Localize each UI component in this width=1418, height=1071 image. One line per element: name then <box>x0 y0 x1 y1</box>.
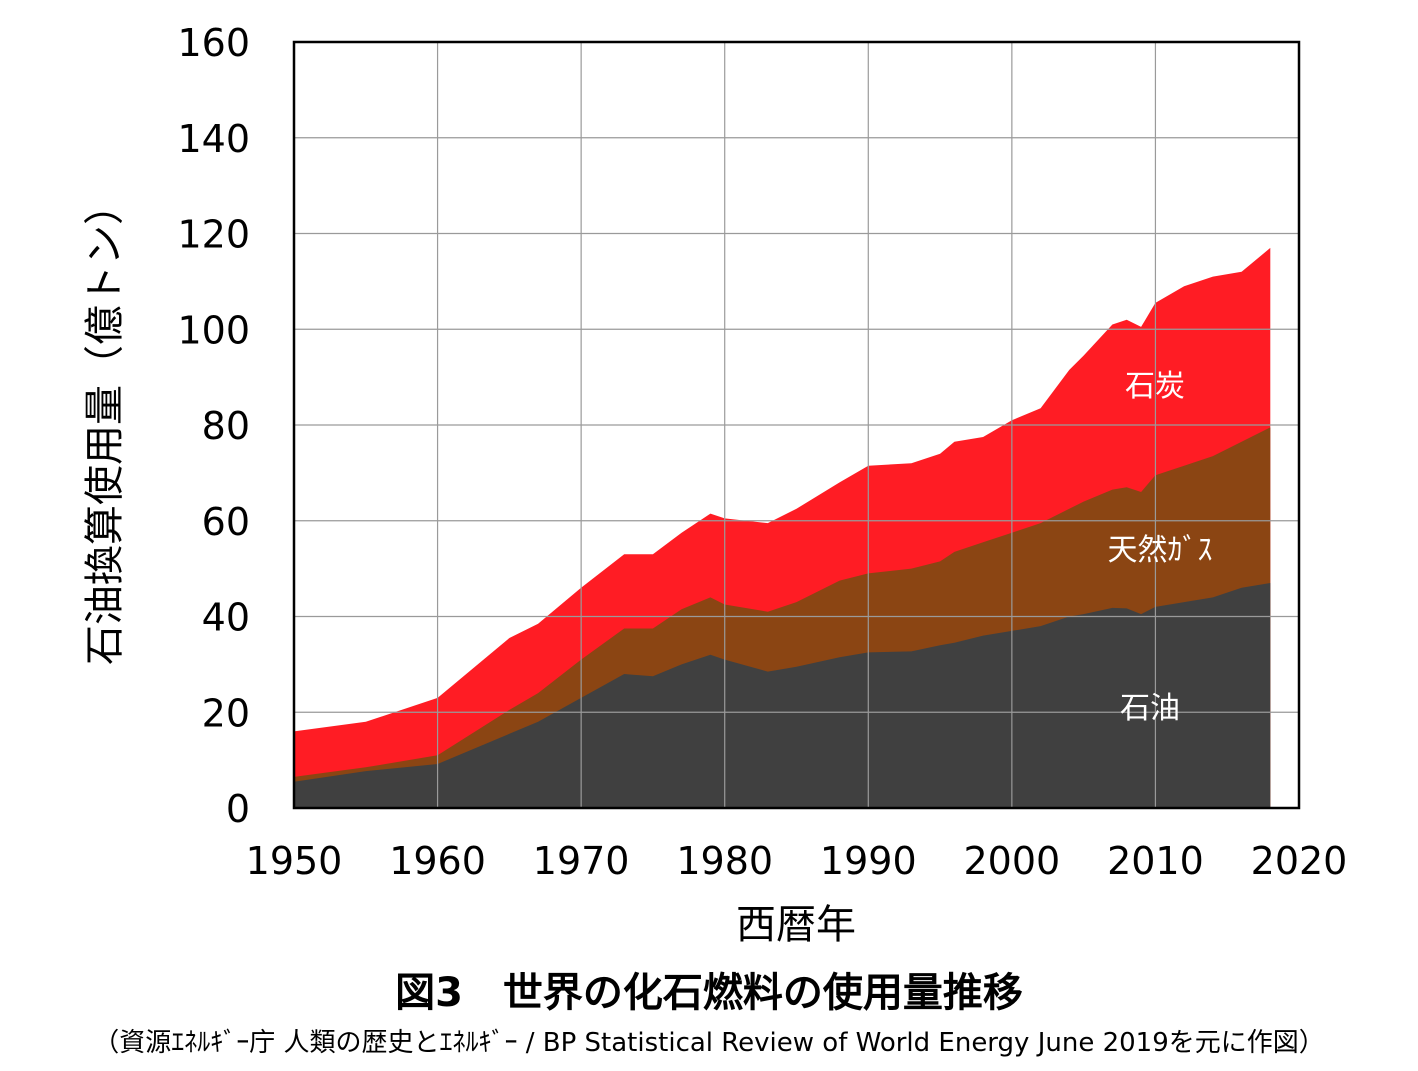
y-tick-label: 100 <box>177 308 250 352</box>
figure-source-note: （資源ｴﾈﾙｷﾞｰ庁 人類の歴史とｴﾈﾙｷﾞｰ / BP Statistical… <box>93 1028 1325 1058</box>
y-tick-labels: 0 20 40 60 80 100 120 140 160 <box>177 21 250 831</box>
y-axis-title: 石油換算使用量（億トン） <box>82 185 128 665</box>
area-series-石油 <box>294 583 1271 808</box>
x-tick-labels: 1950 1960 1970 1980 1990 2000 2010 2020 <box>246 839 1348 883</box>
y-tick-label: 40 <box>202 596 250 640</box>
x-tick-label: 2020 <box>1251 839 1348 883</box>
x-tick-label: 1950 <box>246 839 343 883</box>
x-axis-title: 西暦年 <box>736 902 856 948</box>
series-labels: 石炭 天然ｶﾞｽ 石油 <box>1108 369 1213 726</box>
x-tick-label: 1980 <box>676 839 773 883</box>
x-tick-label: 1970 <box>533 839 630 883</box>
y-tick-label: 120 <box>177 213 250 257</box>
plot-frame <box>292 40 1301 810</box>
series-label-oil: 石油 <box>1120 691 1180 726</box>
y-tick-label: 20 <box>202 691 250 735</box>
x-tick-label: 2010 <box>1107 839 1204 883</box>
y-tick-label: 160 <box>177 21 250 65</box>
y-tick-label: 60 <box>202 500 250 544</box>
figure-caption-title: 図3 世界の化石燃料の使用量推移 <box>395 970 1023 1016</box>
y-tick-label: 0 <box>226 787 250 831</box>
y-tick-label: 80 <box>202 404 250 448</box>
series-label-coal: 石炭 <box>1125 369 1185 404</box>
x-tick-label: 1990 <box>820 839 917 883</box>
series-label-natural-gas: 天然ｶﾞｽ <box>1108 533 1213 568</box>
x-tick-label: 2000 <box>963 839 1060 883</box>
x-tick-label: 1960 <box>389 839 486 883</box>
y-tick-label: 140 <box>177 117 250 161</box>
